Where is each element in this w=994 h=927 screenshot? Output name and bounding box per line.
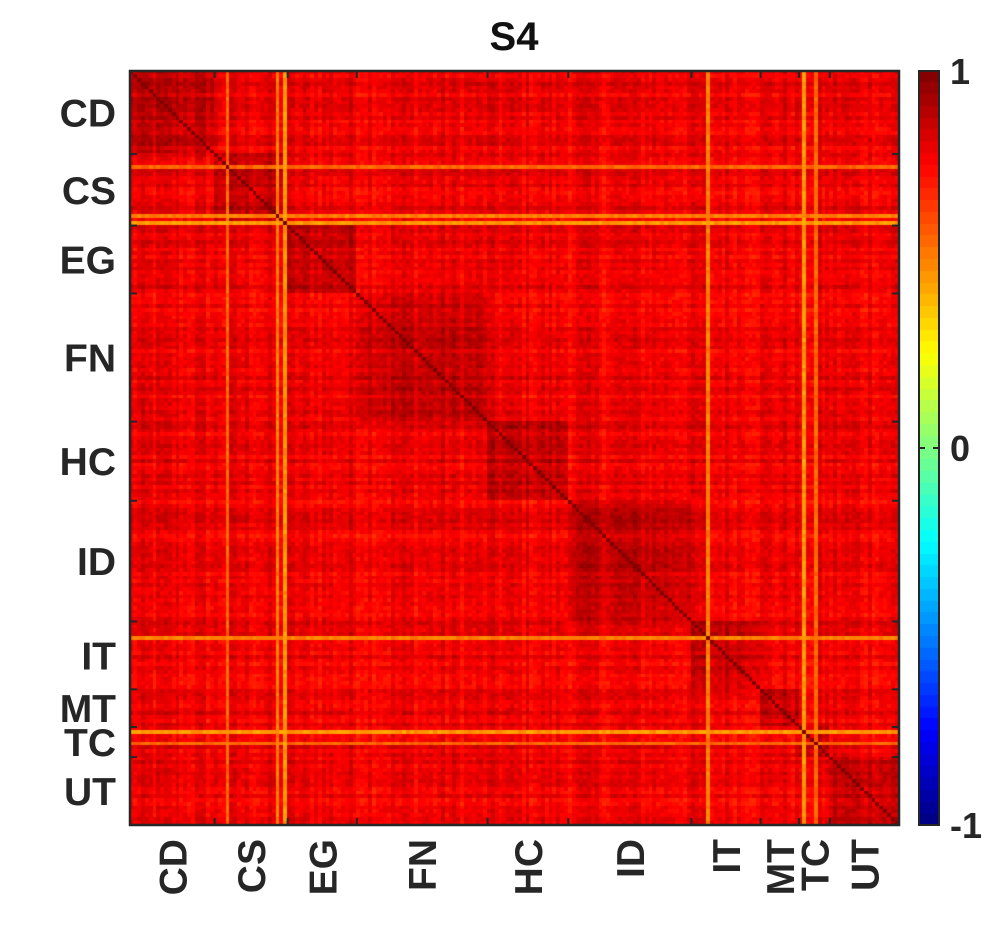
- colorbar-tick-label: 0: [950, 428, 970, 469]
- y-tick-label-cd: CD: [60, 92, 116, 135]
- colorbar: 1 0 -1: [918, 51, 982, 846]
- y-tick-label-ut: UT: [64, 771, 116, 814]
- x-tick-label-tc: TC: [794, 839, 837, 891]
- y-tick-label-tc: TC: [64, 722, 116, 765]
- y-tick-label-mt: MT: [60, 688, 116, 731]
- colorbar-ticks: 1 0 -1: [919, 51, 982, 846]
- x-tick-label-cs: CS: [231, 839, 274, 893]
- y-tick-label-hc: HC: [60, 441, 116, 484]
- y-tick-label-eg: EG: [60, 240, 116, 283]
- chart-title: S4: [490, 15, 540, 59]
- x-tick-label-ut: UT: [844, 839, 887, 891]
- plot-frame: [128, 69, 901, 827]
- x-tick-label-it: IT: [706, 839, 749, 874]
- x-tick-label-mt: MT: [760, 839, 803, 895]
- x-tick-label-cd: CD: [152, 839, 195, 895]
- y-tick-label-fn: FN: [64, 338, 116, 381]
- axis-ticks: [130, 71, 899, 825]
- x-tick-label-eg: EG: [302, 839, 345, 895]
- colorbar-tick-label: -1: [950, 805, 982, 846]
- colorbar-tick-label: 1: [950, 51, 970, 92]
- x-tick-label-fn: FN: [402, 839, 445, 891]
- x-tick-label-hc: HC: [508, 839, 551, 895]
- heatmap-cells: [130, 71, 899, 825]
- y-tick-label-id: ID: [77, 541, 116, 584]
- y-tick-label-it: IT: [81, 635, 116, 678]
- colorbar-gradient: [919, 71, 939, 825]
- y-tick-label-cs: CS: [62, 170, 116, 213]
- x-tick-label-id: ID: [610, 839, 653, 878]
